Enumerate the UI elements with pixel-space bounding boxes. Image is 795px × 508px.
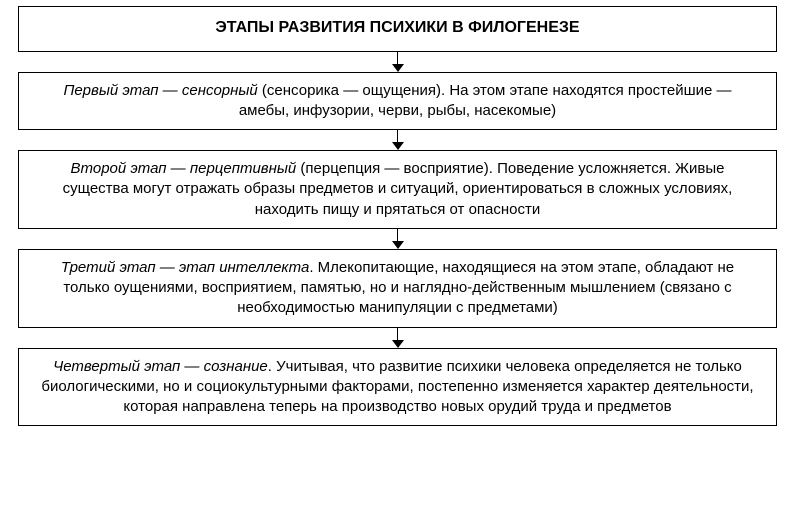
stage-rest: (сенсорика — ощущения). На этом этапе на… (239, 82, 732, 119)
stage-box-3: Третий этап — этап интеллекта. Млекопита… (18, 249, 777, 328)
arrow-icon (392, 52, 404, 72)
stage-box-1: Первый этап — сенсорный (сенсорика — ощу… (18, 72, 777, 131)
arrow-head (392, 142, 404, 150)
arrow-head (392, 340, 404, 348)
stage-lead: Четвертый этап — сознание (53, 358, 268, 375)
stage-lead: Третий этап — этап интеллекта (61, 259, 309, 276)
stage-box-4: Четвертый этап — сознание. Учитывая, что… (18, 348, 777, 427)
arrow-icon (392, 328, 404, 348)
arrow-icon (392, 130, 404, 150)
arrow-shaft (397, 52, 398, 64)
arrow-shaft (397, 130, 398, 142)
stage-box-2: Второй этап — перцептивный (перцепция — … (18, 150, 777, 229)
arrow-shaft (397, 328, 398, 340)
arrow-icon (392, 229, 404, 249)
diagram-title: ЭТАПЫ РАЗВИТИЯ ПСИХИКИ В ФИЛОГЕНЕЗЕ (215, 19, 579, 36)
arrow-shaft (397, 229, 398, 241)
arrow-head (392, 241, 404, 249)
arrow-head (392, 64, 404, 72)
stage-lead: Второй этап — перцептивный (71, 160, 297, 177)
title-box: ЭТАПЫ РАЗВИТИЯ ПСИХИКИ В ФИЛОГЕНЕЗЕ (18, 6, 777, 52)
stage-lead: Первый этап — сенсорный (63, 82, 257, 99)
